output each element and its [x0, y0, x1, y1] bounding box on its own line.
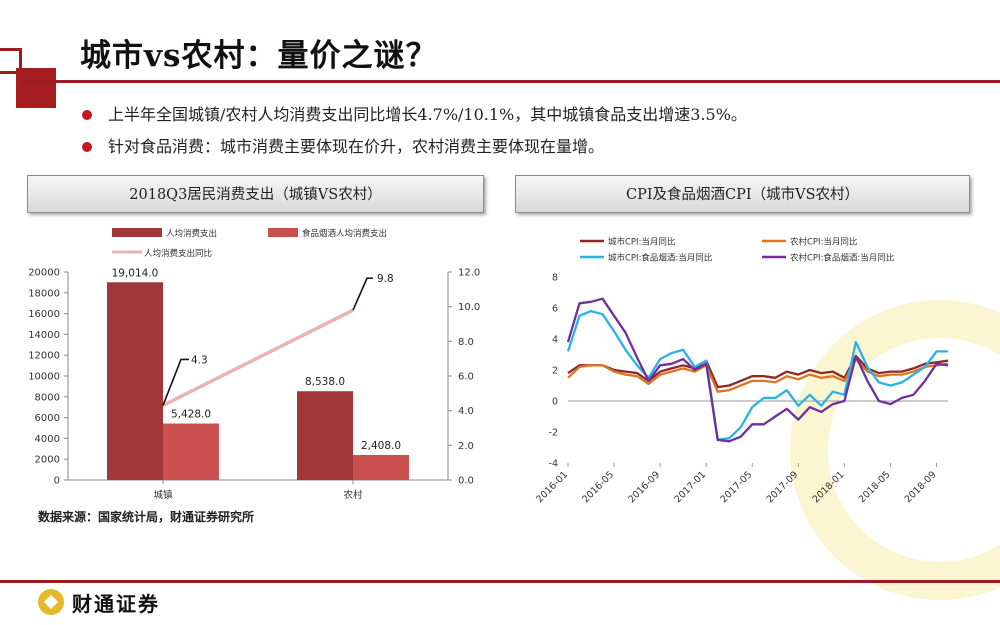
- bullet-item: 针对食品消费：城市消费主要体现在价升，农村消费主要体现在量增。: [80, 132, 747, 164]
- series-line: [566, 297, 949, 443]
- series-line: [567, 354, 949, 389]
- series-line: [566, 309, 948, 441]
- y-tick-label: 0: [552, 397, 558, 408]
- y-tick-label: 6: [552, 304, 558, 315]
- callout-leader: [352, 277, 373, 311]
- x-tick-label: 农村: [343, 489, 363, 501]
- bullet-item: 上半年全国城镇/农村人均消费支出同比增长4.7%/10.1%，其中城镇食品支出增…: [80, 100, 747, 132]
- x-tick-label: 2016-01: [534, 469, 570, 505]
- left-chart-title: 2018Q3居民消费支出（城镇VS农村）: [27, 175, 484, 213]
- bullet-dot-icon: [82, 110, 92, 120]
- y-tick-label: 0: [54, 476, 60, 487]
- legend-label: 城市CPI:当月同比: [608, 237, 675, 248]
- legend-swatch: [112, 228, 162, 237]
- legend-label: 食品烟酒人均消费支出: [302, 228, 387, 239]
- y-tick-label: 4: [552, 335, 558, 346]
- series-line: [567, 357, 949, 393]
- y-tick-label: 8: [552, 273, 558, 284]
- y2-tick-label: 0.0: [458, 476, 474, 487]
- bullet-list: 上半年全国城镇/农村人均消费支出同比增长4.7%/10.1%，其中城镇食品支出增…: [80, 100, 747, 164]
- y2-tick-label: 6.0: [458, 372, 474, 383]
- y-tick-label: -2: [549, 428, 558, 439]
- bar-value-label: 19,014.0: [112, 267, 159, 279]
- y-tick-label: 18000: [28, 288, 60, 299]
- bar-value-label: 2,408.0: [361, 440, 401, 452]
- decor-square-filled: [16, 68, 56, 108]
- brand-name: 财通证券: [72, 591, 160, 616]
- x-tick-label: 城镇: [153, 489, 173, 501]
- legend-label: 农村CPI:食品烟酒:当月同比: [790, 253, 894, 264]
- decor-square-outline: [0, 48, 22, 74]
- x-tick-label: 2017-05: [719, 469, 755, 505]
- bar: [297, 391, 353, 480]
- line-value-label: 4.3: [191, 354, 208, 366]
- bullet-text: 针对食品消费：城市消费主要体现在价升，农村消费主要体现在量增。: [108, 137, 605, 156]
- bar-value-label: 8,538.0: [305, 376, 345, 388]
- x-tick-label: 2018-01: [811, 469, 847, 505]
- y-tick-label: 14000: [28, 330, 60, 341]
- legend-label: 农村CPI:当月同比: [790, 237, 857, 248]
- right-chart-title: CPI及食品烟酒CPI（城市VS农村）: [515, 175, 970, 213]
- bar-value-label: 5,428.0: [171, 409, 211, 421]
- y2-tick-label: 10.0: [458, 302, 480, 313]
- footer-divider: [0, 580, 1000, 583]
- x-tick-label: 2018-05: [857, 469, 893, 505]
- growth-line: [162, 308, 354, 408]
- data-source: 数据来源：国家统计局，财通证券研究所: [38, 510, 255, 524]
- y-tick-label: 6000: [35, 413, 60, 424]
- y2-tick-label: 12.0: [458, 268, 480, 279]
- legend-label: 人均消费支出: [166, 228, 217, 239]
- y-tick-label: 8000: [35, 392, 60, 403]
- y-tick-label: 2: [552, 366, 558, 377]
- y2-tick-label: 2.0: [458, 441, 474, 452]
- legend-label: 人均消费支出同比: [144, 248, 212, 259]
- y2-tick-label: 4.0: [458, 406, 474, 417]
- legend-swatch: [268, 228, 298, 237]
- y-tick-label: 12000: [28, 351, 60, 362]
- y2-tick-label: 8.0: [458, 337, 474, 348]
- callout-leader: [162, 358, 189, 406]
- y-tick-label: 2000: [35, 455, 60, 466]
- y-tick-label: -4: [549, 459, 558, 470]
- bullet-text: 上半年全国城镇/农村人均消费支出同比增长4.7%/10.1%，其中城镇食品支出增…: [108, 105, 747, 124]
- bullet-dot-icon: [82, 142, 92, 152]
- bar: [353, 454, 409, 480]
- y-tick-label: 16000: [28, 309, 60, 320]
- x-tick-label: 2017-01: [672, 469, 708, 505]
- line-value-label: 9.8: [377, 273, 394, 285]
- y-tick-label: 20000: [28, 268, 60, 279]
- coin-logo-icon: [38, 589, 64, 615]
- bar: [107, 282, 163, 480]
- x-tick-label: 2016-09: [626, 469, 662, 505]
- x-tick-label: 2016-05: [580, 469, 616, 505]
- page-title: 城市vs农村：量价之谜？: [80, 38, 438, 74]
- y-tick-label: 10000: [28, 372, 60, 383]
- x-tick-label: 2017-09: [765, 469, 801, 505]
- title-divider: [22, 80, 1000, 83]
- bar: [163, 423, 219, 480]
- brand-logo: 财通证券: [38, 588, 160, 616]
- x-tick-label: 2018-09: [903, 469, 939, 505]
- y-tick-label: 4000: [35, 434, 60, 445]
- legend-label: 城市CPI:食品烟酒:当月同比: [608, 253, 712, 264]
